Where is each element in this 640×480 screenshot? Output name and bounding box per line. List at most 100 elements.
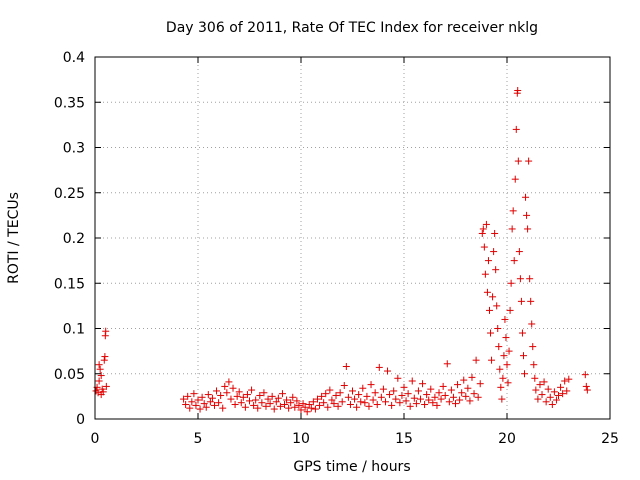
data-point bbox=[311, 405, 319, 413]
data-point bbox=[466, 397, 474, 405]
data-point bbox=[324, 403, 332, 411]
data-point bbox=[363, 392, 371, 400]
data-point bbox=[527, 297, 535, 305]
data-point bbox=[330, 400, 338, 408]
data-point bbox=[340, 382, 348, 390]
x-axis-label: GPS time / hours bbox=[293, 459, 410, 475]
data-point bbox=[231, 401, 239, 409]
data-point bbox=[503, 361, 511, 369]
data-point bbox=[305, 401, 313, 409]
data-point bbox=[470, 390, 478, 398]
data-point bbox=[504, 379, 512, 387]
data-point bbox=[188, 398, 196, 406]
data-point bbox=[447, 386, 455, 394]
data-point bbox=[542, 398, 550, 406]
data-point bbox=[353, 403, 361, 411]
data-point bbox=[184, 392, 192, 400]
data-point bbox=[398, 391, 406, 399]
data-point bbox=[225, 378, 233, 386]
data-point bbox=[565, 375, 573, 383]
data-point bbox=[248, 386, 256, 394]
data-point bbox=[493, 302, 501, 310]
data-point bbox=[490, 248, 498, 256]
data-point bbox=[514, 157, 522, 165]
data-point bbox=[287, 399, 295, 407]
data-point bbox=[530, 361, 538, 369]
data-point bbox=[519, 352, 527, 360]
data-point bbox=[243, 391, 251, 399]
data-point bbox=[371, 389, 379, 397]
data-point bbox=[96, 365, 104, 373]
data-point bbox=[557, 383, 565, 391]
data-point bbox=[221, 382, 229, 390]
data-point bbox=[227, 395, 235, 403]
data-point bbox=[223, 389, 231, 397]
data-point bbox=[505, 347, 513, 355]
data-point bbox=[272, 398, 280, 406]
data-point bbox=[489, 293, 497, 301]
data-point bbox=[582, 382, 590, 390]
data-point bbox=[491, 229, 499, 237]
data-point bbox=[563, 387, 571, 395]
data-point bbox=[254, 404, 262, 412]
data-point bbox=[334, 402, 342, 410]
data-point bbox=[200, 400, 208, 408]
data-point bbox=[437, 395, 445, 403]
data-point bbox=[410, 394, 418, 402]
data-point bbox=[95, 361, 103, 369]
data-point bbox=[445, 398, 453, 406]
data-point bbox=[404, 390, 412, 398]
data-point bbox=[217, 391, 225, 399]
data-point bbox=[441, 391, 449, 399]
data-point bbox=[528, 320, 536, 328]
data-point bbox=[496, 365, 504, 373]
data-point bbox=[544, 385, 552, 393]
data-point bbox=[456, 396, 464, 404]
data-point bbox=[531, 374, 539, 382]
y-tick-label: 0.3 bbox=[63, 141, 85, 157]
data-point bbox=[293, 397, 301, 405]
data-point bbox=[336, 389, 344, 397]
data-point bbox=[344, 393, 352, 401]
data-point bbox=[408, 377, 416, 385]
data-point bbox=[190, 390, 198, 398]
data-point bbox=[318, 392, 326, 400]
data-point bbox=[192, 401, 200, 409]
data-point bbox=[478, 229, 486, 237]
data-point bbox=[552, 396, 560, 404]
y-tick-label: 0.2 bbox=[63, 231, 85, 247]
data-point bbox=[431, 393, 439, 401]
data-point bbox=[479, 225, 487, 233]
data-point bbox=[229, 384, 237, 392]
data-point bbox=[198, 393, 206, 401]
data-point bbox=[357, 398, 365, 406]
data-point bbox=[516, 275, 524, 283]
data-point bbox=[250, 401, 258, 409]
data-point bbox=[233, 392, 241, 400]
data-point bbox=[97, 391, 105, 399]
y-tick-label: 0.05 bbox=[54, 367, 85, 383]
data-point bbox=[332, 391, 340, 399]
data-point bbox=[502, 334, 510, 342]
data-point bbox=[100, 356, 108, 364]
data-point bbox=[326, 386, 334, 394]
data-point bbox=[283, 396, 291, 404]
data-point bbox=[514, 86, 522, 94]
data-point bbox=[204, 391, 212, 399]
data-point bbox=[540, 378, 548, 386]
data-point bbox=[485, 306, 493, 314]
data-point bbox=[548, 401, 556, 409]
data-point bbox=[206, 398, 214, 406]
data-point bbox=[270, 405, 278, 413]
data-point bbox=[546, 393, 554, 401]
data-point bbox=[291, 403, 299, 411]
data-point bbox=[274, 394, 282, 402]
data-point bbox=[375, 363, 383, 371]
y-tick-label: 0 bbox=[76, 412, 85, 428]
chart-title: Day 306 of 2011, Rate Of TEC Index for r… bbox=[166, 20, 538, 36]
data-point bbox=[102, 327, 110, 335]
points-layer bbox=[92, 86, 591, 416]
data-point bbox=[349, 387, 356, 395]
data-point bbox=[210, 401, 218, 409]
data-point bbox=[474, 393, 482, 401]
